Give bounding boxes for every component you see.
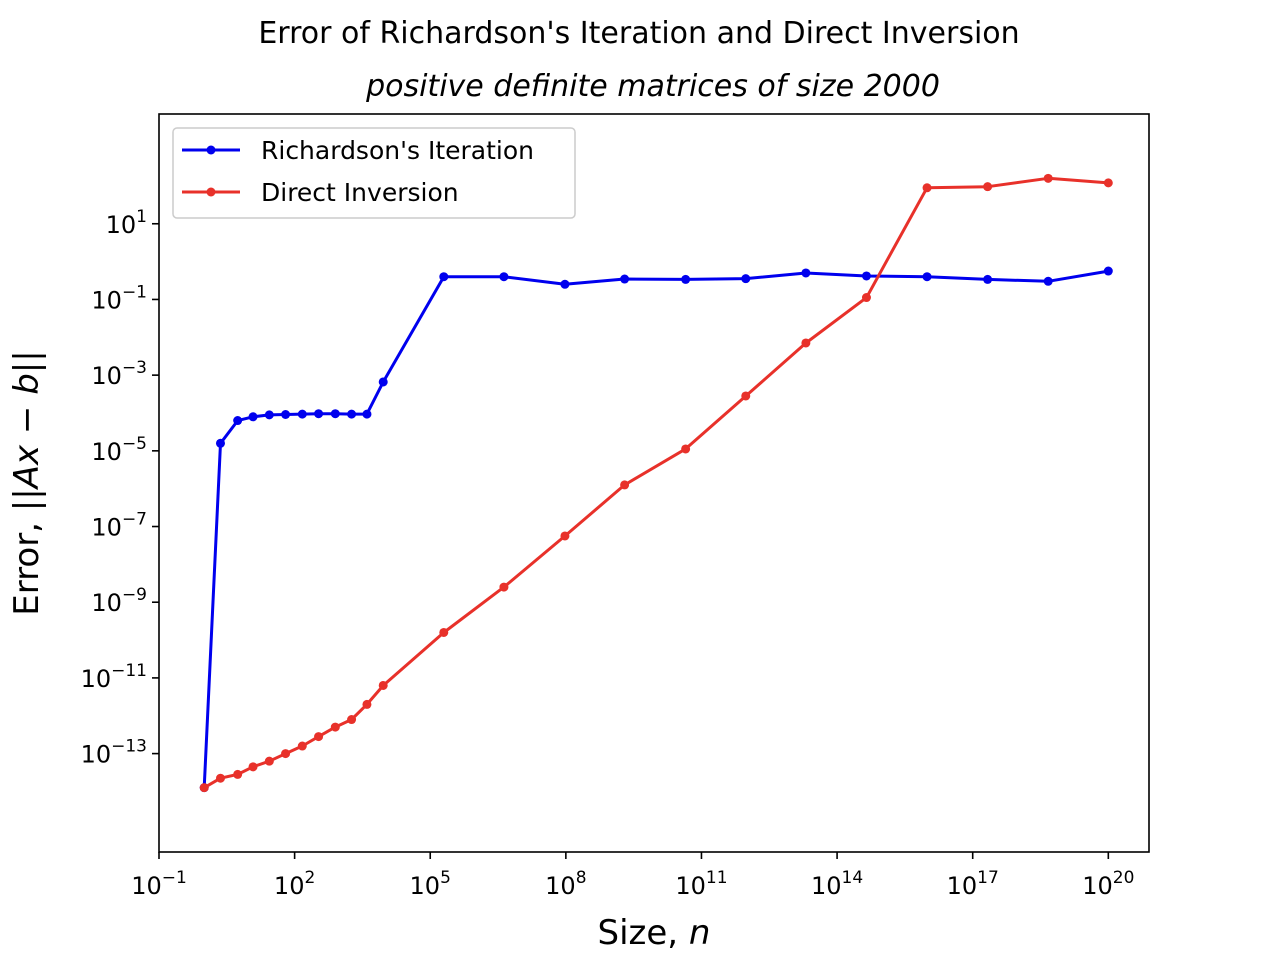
x-tick-label: 10−1 (131, 868, 187, 900)
data-point-direct (347, 715, 357, 725)
plot-area (158, 113, 1150, 853)
data-point-direct (560, 531, 570, 541)
x-tick-label: 102 (274, 868, 315, 900)
data-point-direct (215, 773, 225, 783)
y-tick-label: 10−11 (81, 661, 147, 693)
legend-label-richardson: Richardson's Iteration (261, 136, 534, 165)
x-tick-label: 105 (410, 868, 451, 900)
data-point-richardson (362, 409, 372, 419)
y-tick-label: 10−9 (91, 585, 147, 617)
data-point-richardson (560, 279, 570, 289)
legend-marker-direct (206, 187, 216, 197)
series-line-richardson (202, 269, 1109, 788)
y-tick-label: 10−5 (91, 434, 147, 466)
data-point-richardson (215, 438, 225, 448)
x-axis-label-var: n (689, 913, 711, 953)
data-point-direct (199, 783, 209, 793)
x-axis-label: Size, n (598, 913, 711, 953)
data-point-richardson (264, 410, 274, 420)
data-point-richardson (314, 409, 324, 419)
data-point-richardson (248, 412, 258, 422)
data-point-richardson (1103, 266, 1113, 276)
data-point-direct (861, 293, 871, 303)
data-point-direct (983, 182, 993, 192)
data-point-richardson (378, 377, 388, 387)
data-point-direct (620, 480, 630, 490)
data-point-direct (264, 756, 274, 766)
data-point-direct (922, 183, 932, 193)
data-point-richardson (281, 409, 291, 419)
data-point-direct (314, 732, 324, 742)
y-tick-label: 10−13 (81, 737, 147, 769)
x-axis-label-text: Size, (598, 913, 689, 953)
data-point-direct (439, 627, 449, 637)
data-point-richardson (347, 409, 357, 419)
series-line-direct (203, 176, 1109, 789)
chart-title: Error of Richardson's Iteration and Dire… (258, 16, 1019, 51)
data-point-direct (681, 444, 691, 454)
y-axis: 101 10−1 10−3 10−5 10−7 10−9 10−11 10−13 (81, 207, 159, 769)
data-point-direct (499, 582, 509, 592)
data-point-richardson (861, 271, 871, 281)
data-point-richardson (1043, 276, 1053, 286)
y-axis-label-expr: ||Ax − b|| (7, 350, 47, 511)
legend-label-direct: Direct Inversion (261, 178, 459, 207)
data-point-richardson (801, 268, 811, 278)
legend: Richardson's Iteration Direct Inversion (172, 127, 576, 219)
data-point-richardson (297, 409, 307, 419)
y-axis-label: Error, ||Ax − b|| (7, 350, 47, 615)
data-point-richardson (499, 272, 509, 282)
data-point-direct (741, 391, 751, 401)
data-point-direct (378, 680, 388, 690)
data-point-direct (801, 338, 811, 348)
x-tick-label: 1014 (811, 868, 863, 900)
series-layer (199, 173, 1113, 793)
data-point-richardson (330, 409, 340, 419)
x-tick-label: 1017 (947, 868, 999, 900)
legend-box (172, 127, 576, 219)
x-tick-label: 108 (545, 868, 586, 900)
data-point-richardson (681, 274, 691, 284)
x-tick-label: 1011 (675, 868, 727, 900)
y-tick-label: 10−7 (91, 510, 147, 542)
data-point-direct (297, 741, 307, 751)
x-tick-label: 1020 (1082, 868, 1134, 900)
data-point-direct (281, 749, 291, 759)
data-point-direct (1043, 173, 1053, 183)
data-point-direct (1103, 178, 1113, 188)
y-tick-label: 101 (106, 207, 147, 239)
data-point-direct (248, 762, 258, 772)
data-point-richardson (741, 274, 751, 284)
y-tick-label: 10−1 (91, 282, 147, 314)
y-tick-label: 10−3 (91, 358, 147, 390)
data-point-richardson (620, 274, 630, 284)
data-point-direct (330, 722, 340, 732)
data-point-direct (233, 769, 243, 779)
data-point-direct (362, 699, 372, 709)
legend-marker-richardson (206, 145, 216, 155)
y-axis-label-text: Error, (7, 511, 47, 616)
data-point-richardson (983, 274, 993, 284)
data-point-richardson (233, 416, 243, 426)
chart-subtitle: positive definite matrices of size 2000 (365, 69, 940, 104)
data-point-richardson (439, 272, 449, 282)
data-point-richardson (922, 272, 932, 282)
x-axis: 10−1 102 105 108 1011 1014 1017 1020 (131, 852, 1134, 900)
